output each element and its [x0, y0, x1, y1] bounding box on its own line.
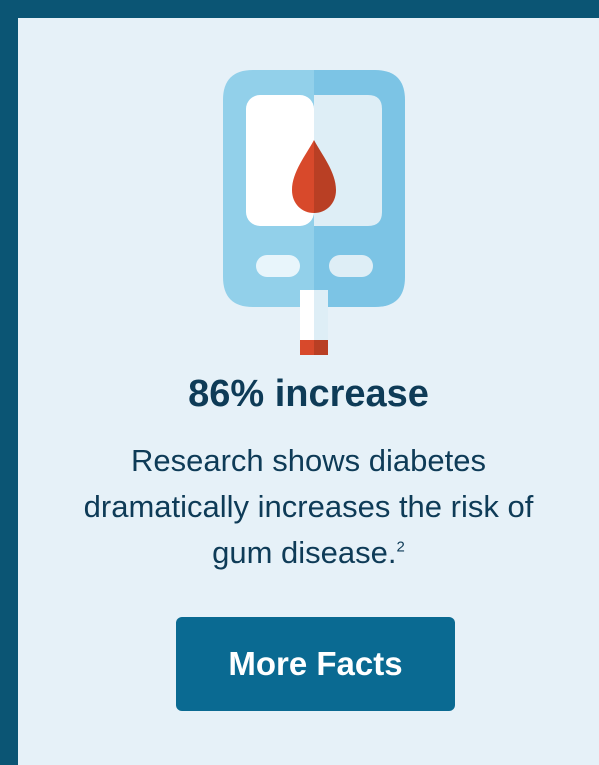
stat-headline: 86% increase [188, 373, 429, 415]
stat-description-text: Research shows diabetes dramatically inc… [83, 443, 534, 570]
fact-card: 86% increase Research shows diabetes dra… [18, 18, 599, 765]
more-facts-label: More Facts [228, 645, 403, 682]
stat-description: Research shows diabetes dramatically inc… [58, 438, 559, 576]
more-facts-button[interactable]: More Facts [176, 617, 455, 711]
glucose-meter-icon [223, 70, 405, 358]
footnote-marker[interactable]: 2 [396, 538, 405, 556]
